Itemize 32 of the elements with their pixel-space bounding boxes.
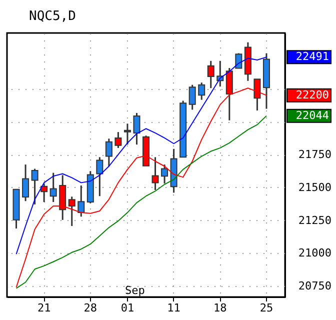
candlestick [198, 82, 206, 101]
candlestick [105, 138, 112, 167]
x-tick-label: 28 [84, 302, 98, 314]
candlestick [133, 112, 140, 146]
y-tick-label: 21250 [298, 214, 332, 227]
y-tick-label: 21500 [298, 180, 332, 194]
text: 22044 [296, 108, 330, 122]
candlestick [207, 60, 214, 89]
candlestick [161, 164, 168, 184]
candlestick [68, 196, 76, 227]
x-tick-label: 18 [214, 302, 227, 314]
candlestick [96, 156, 104, 197]
candlestick [114, 131, 122, 149]
candlestick [152, 156, 159, 191]
candlestick [50, 172, 57, 203]
candlestick [78, 184, 85, 218]
y-tick-label: 21000 [298, 246, 332, 260]
candlestick [124, 122, 131, 146]
chart-title: NQC5,D [29, 9, 76, 24]
text: 22200 [296, 88, 329, 102]
candlestick [188, 84, 196, 110]
x-tick-label: 11 [167, 302, 180, 314]
text: 22491 [296, 50, 329, 64]
x-tick-label: 01 [120, 302, 134, 314]
line-series [16, 56, 267, 255]
annotation: Sep [124, 284, 145, 297]
y-tick-label: 21750 [298, 148, 332, 162]
x-tick-label: 21 [37, 302, 51, 314]
candlestick [31, 168, 38, 206]
y-tick-label: 20750 [298, 280, 332, 293]
x-tick-label: 25 [260, 302, 274, 314]
candlestick [22, 164, 30, 202]
